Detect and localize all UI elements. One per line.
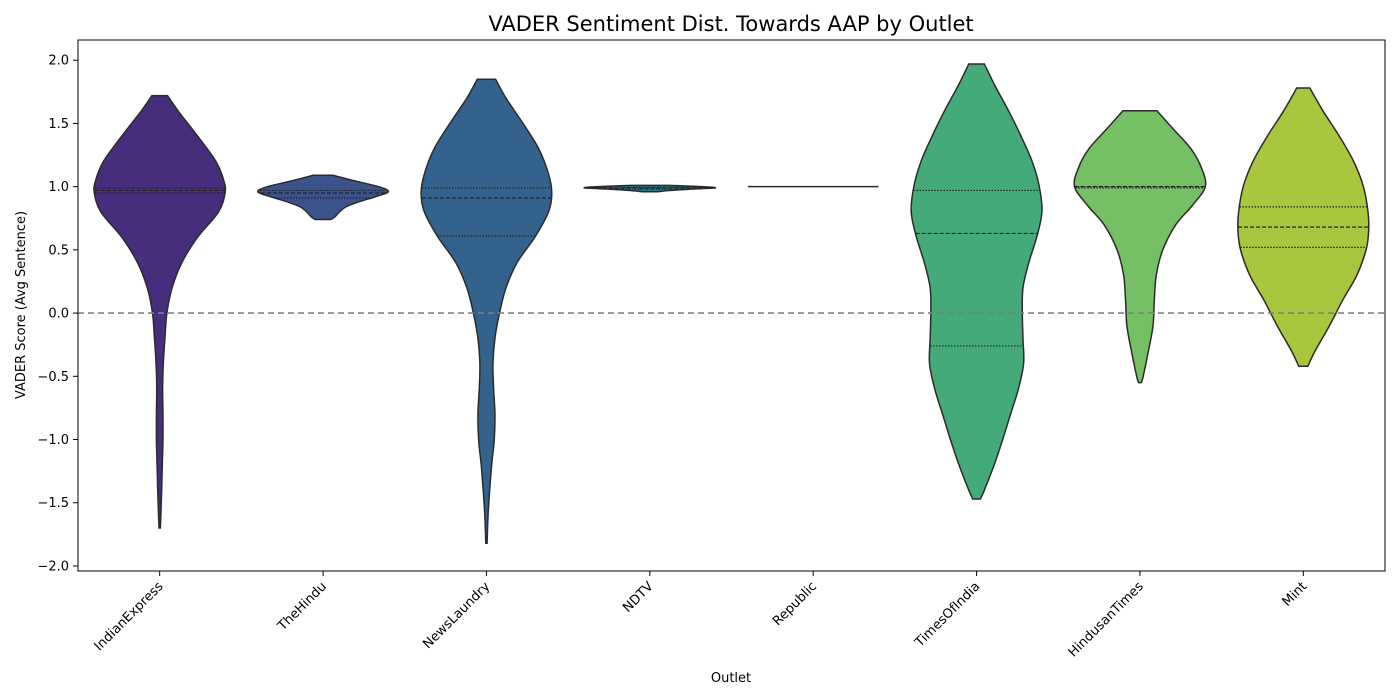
x-tick-label-TimesOfIndia: TimesOfIndia — [912, 579, 984, 651]
y-tick-label: 1.5 — [48, 117, 69, 132]
y-tick-label: −0.5 — [37, 370, 69, 385]
y-tick-label: 0.0 — [48, 307, 69, 322]
violin-NewsLaundry — [420, 78, 553, 544]
y-tick-label: −1.0 — [37, 433, 69, 448]
x-tick-label-NewsLaundry: NewsLaundry — [420, 579, 493, 652]
x-tick-label-IndianExpress: IndianExpress — [92, 579, 167, 654]
x-tick-label-HindusanTimes: HindusanTimes — [1066, 579, 1147, 660]
violin-TimesOfIndia — [910, 63, 1043, 500]
plot-frame — [77, 39, 1386, 572]
y-tick-label: −2.0 — [37, 559, 69, 574]
x-tick-label-TheHindu: TheHindu — [275, 579, 330, 634]
violin-IndianExpress — [93, 94, 227, 529]
violin-TheHindu — [256, 174, 390, 221]
violin-NDTV — [583, 184, 717, 193]
x-tick-label-Mint: Mint — [1280, 579, 1311, 610]
x-tick-label-Republic: Republic — [770, 579, 820, 629]
y-axis-label: VADER Score (Avg Sentence) — [14, 211, 29, 399]
violin-Mint — [1237, 87, 1370, 367]
y-tick-label: 2.0 — [48, 54, 69, 69]
x-tick-label-NDTV: NDTV — [620, 579, 657, 616]
chart-title: VADER Sentiment Dist. Towards AAP by Out… — [488, 12, 973, 36]
violin-HindusanTimes — [1073, 110, 1207, 384]
x-axis-label: Outlet — [711, 671, 751, 686]
y-tick-label: −1.5 — [37, 496, 69, 511]
y-tick-label: 1.0 — [48, 180, 69, 195]
y-tick-label: 0.5 — [48, 243, 69, 258]
plot-area: −2.0 −1.5 −1.0 −0.5 0.0 0.5 1.0 1.5 2.0 IndianExp… — [37, 39, 1386, 660]
